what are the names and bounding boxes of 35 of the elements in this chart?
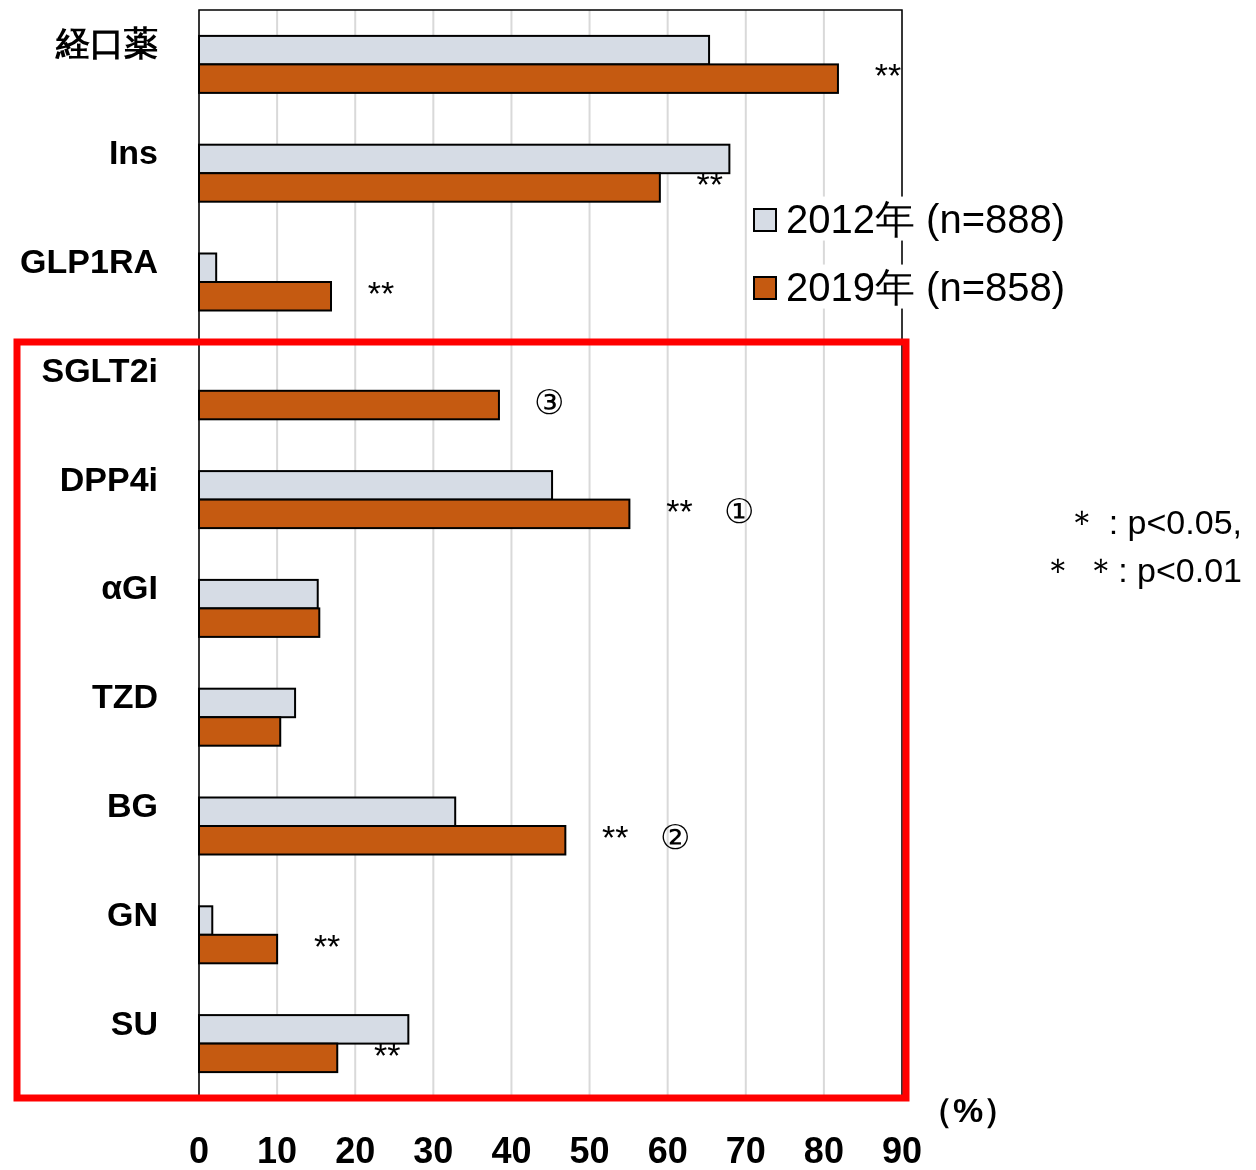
x-tick-label: 20 bbox=[335, 1130, 376, 1170]
x-tick-label: 50 bbox=[569, 1130, 610, 1170]
x-tick-label: 30 bbox=[413, 1130, 454, 1170]
annotation: ② bbox=[660, 817, 691, 856]
y-tick-label: TZD bbox=[91, 677, 158, 716]
text: ＊ : p<0.05, bbox=[1065, 502, 1242, 541]
legend-label: 2012年 (n=888) bbox=[786, 196, 1066, 241]
annotation: ** bbox=[666, 491, 693, 530]
y-tick-label: SGLT2i bbox=[41, 350, 158, 389]
y-tick-label: GN bbox=[107, 894, 158, 933]
x-tick-label: 40 bbox=[491, 1130, 532, 1170]
annotation: ** bbox=[874, 56, 902, 95]
y-tick-label: αGI bbox=[101, 568, 158, 607]
annotation: ① bbox=[724, 491, 755, 530]
annotation: ** bbox=[602, 817, 629, 856]
y-tick-label: BG bbox=[107, 785, 158, 824]
y-tick-label: 経口薬 bbox=[55, 24, 158, 63]
x-tick-label: 80 bbox=[803, 1130, 844, 1170]
y-tick-label: Ins bbox=[108, 133, 158, 172]
y-tick-label: DPP4i bbox=[59, 459, 158, 498]
text: ＊ ＊: p<0.01 bbox=[1040, 550, 1242, 589]
x-axis-title: （%） bbox=[918, 1091, 1018, 1129]
x-tick-label: 10 bbox=[257, 1130, 298, 1170]
x-tick-label: 70 bbox=[725, 1130, 766, 1170]
annotation: ③ bbox=[533, 382, 564, 421]
annotation: ** bbox=[696, 165, 724, 204]
x-tick-label: 60 bbox=[647, 1130, 688, 1170]
annotation: ** bbox=[367, 273, 395, 312]
legend-label: 2019年 (n=858) bbox=[786, 264, 1066, 309]
y-tick-label: SU bbox=[110, 1003, 158, 1042]
y-tick-label: GLP1RA bbox=[20, 241, 158, 280]
annotation: ** bbox=[313, 926, 341, 965]
x-tick-label: 0 bbox=[188, 1130, 210, 1170]
annotation: ** bbox=[374, 1035, 401, 1074]
x-tick-label: 90 bbox=[881, 1130, 923, 1170]
